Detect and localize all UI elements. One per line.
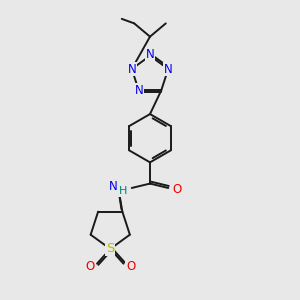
Text: N: N (109, 180, 118, 193)
Text: O: O (172, 183, 181, 196)
Text: S: S (106, 242, 114, 255)
Text: O: O (126, 260, 136, 273)
Text: N: N (146, 48, 154, 61)
Text: H: H (119, 186, 128, 196)
Text: N: N (134, 84, 143, 97)
Text: O: O (85, 260, 94, 273)
Text: N: N (164, 62, 172, 76)
Text: N: N (128, 62, 136, 76)
